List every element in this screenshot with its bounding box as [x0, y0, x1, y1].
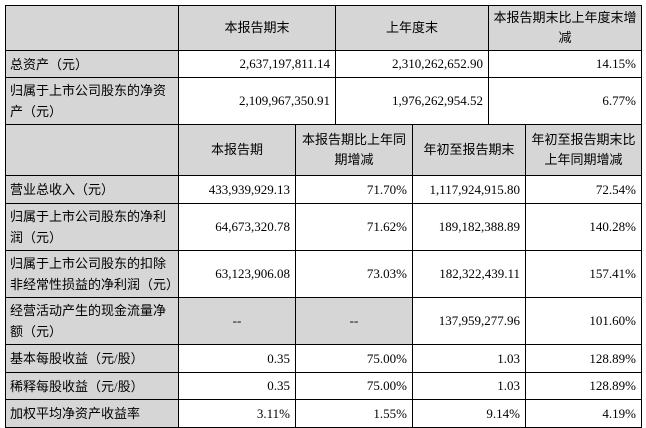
value-cell: 101.60%: [525, 297, 642, 345]
value-cell: 2,109,967,350.91: [178, 77, 336, 125]
value-cell: 1.55%: [295, 399, 413, 428]
value-cell: 6.77%: [488, 77, 642, 125]
period-end-summary-table: 本报告期末 上年度末 本报告期末比上年度末增减 总资产（元） 2,637,197,81…: [5, 5, 642, 125]
table-row: 稀释每股收益（元/股） 0.35 75.00% 1.03 128.89%: [5, 372, 642, 400]
table-row: 经营活动产生的现金流量净额（元） -- -- 137,959,277.96 101.60…: [5, 297, 642, 345]
value-cell: 1,117,924,915.80: [412, 175, 526, 204]
header-row: 本报告期 本报告期比上年同期增减 年初至报告期末 年初至报告期末比上年同期增减: [5, 124, 642, 176]
row-label: 总资产（元）: [5, 50, 179, 78]
row-label: 加权平均净资产收益率: [5, 399, 179, 428]
value-cell: 9.14%: [412, 399, 526, 428]
column-header: 上年度末: [335, 5, 489, 51]
column-header: 本报告期末: [178, 5, 336, 51]
value-cell: 157.41%: [525, 250, 642, 298]
na-value-cell: --: [295, 297, 413, 345]
value-cell: 433,939,929.13: [178, 175, 296, 204]
column-header: 本报告期末比上年度末增减: [488, 5, 642, 51]
column-header: 年初至报告期末比上年同期增减: [525, 124, 642, 176]
table-row: 营业总收入（元） 433,939,929.13 71.70% 1,117,924,91…: [5, 175, 642, 204]
value-cell: 75.00%: [295, 344, 413, 373]
value-cell: 0.35: [178, 372, 296, 400]
value-cell: 63,123,906.08: [178, 250, 296, 298]
value-cell: 72.54%: [525, 175, 642, 204]
value-cell: 128.89%: [525, 344, 642, 373]
value-cell: 140.28%: [525, 203, 642, 251]
value-cell: 73.03%: [295, 250, 413, 298]
row-label: 经营活动产生的现金流量净额（元）: [5, 297, 179, 345]
value-cell: 0.35: [178, 344, 296, 373]
value-cell: 1.03: [412, 372, 526, 400]
value-cell: 128.89%: [525, 372, 642, 400]
table-row: 归属于上市公司股东的净资产（元） 2,109,967,350.91 1,976,26…: [5, 77, 642, 125]
value-cell: 64,673,320.78: [178, 203, 296, 251]
table-row: 归属于上市公司股东的扣除非经常性损益的净利润（元） 63,123,906.08 73…: [5, 250, 642, 298]
value-cell: 137,959,277.96: [412, 297, 526, 345]
value-cell: 2,637,197,811.14: [178, 50, 336, 78]
value-cell: 2,310,262,652.90: [335, 50, 489, 78]
period-end-summary-header: 本报告期末 上年度末 本报告期末比上年度末增减: [5, 5, 642, 51]
header-row: 本报告期末 上年度末 本报告期末比上年度末增减: [5, 5, 642, 51]
value-cell: 3.11%: [178, 399, 296, 428]
period-end-summary-body: 总资产（元） 2,637,197,811.14 2,310,262,652.90 14…: [5, 50, 642, 125]
period-performance-body: 营业总收入（元） 433,939,929.13 71.70% 1,117,924,91…: [5, 175, 642, 428]
period-performance-table: 本报告期 本报告期比上年同期增减 年初至报告期末 年初至报告期末比上年同期增减 营业总…: [5, 124, 642, 428]
value-cell: 1,976,262,954.52: [335, 77, 489, 125]
corner-cell: [5, 5, 179, 51]
na-value-cell: --: [178, 297, 296, 345]
value-cell: 71.70%: [295, 175, 413, 204]
row-label: 营业总收入（元）: [5, 175, 179, 204]
value-cell: 14.15%: [488, 50, 642, 78]
table-row: 总资产（元） 2,637,197,811.14 2,310,262,652.90 14…: [5, 50, 642, 78]
table-row: 归属于上市公司股东的净利润（元） 64,673,320.78 71.62% 189,1…: [5, 203, 642, 251]
value-cell: 189,182,388.89: [412, 203, 526, 251]
column-header: 年初至报告期末: [412, 124, 526, 176]
row-label: 基本每股收益（元/股）: [5, 344, 179, 373]
value-cell: 4.19%: [525, 399, 642, 428]
row-label: 归属于上市公司股东的净资产（元）: [5, 77, 179, 125]
row-label: 归属于上市公司股东的扣除非经常性损益的净利润（元）: [5, 250, 179, 298]
period-performance-header: 本报告期 本报告期比上年同期增减 年初至报告期末 年初至报告期末比上年同期增减: [5, 124, 642, 176]
column-header: 本报告期: [178, 124, 296, 176]
value-cell: 71.62%: [295, 203, 413, 251]
corner-cell: [5, 124, 179, 176]
row-label: 归属于上市公司股东的净利润（元）: [5, 203, 179, 251]
table-row: 基本每股收益（元/股） 0.35 75.00% 1.03 128.89%: [5, 344, 642, 373]
value-cell: 1.03: [412, 344, 526, 373]
value-cell: 75.00%: [295, 372, 413, 400]
row-label: 稀释每股收益（元/股）: [5, 372, 179, 400]
value-cell: 182,322,439.11: [412, 250, 526, 298]
table-row: 加权平均净资产收益率 3.11% 1.55% 9.14% 4.19%: [5, 399, 642, 428]
column-header: 本报告期比上年同期增减: [295, 124, 413, 176]
